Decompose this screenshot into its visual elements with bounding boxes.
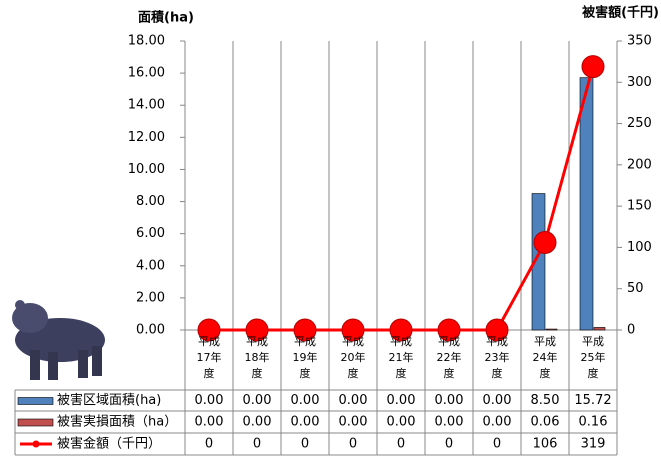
table-cell: 0: [205, 437, 213, 452]
x-tick-label: 平成23年度: [484, 335, 510, 380]
line-marker: [293, 318, 317, 342]
y2-tick-label: 150: [627, 199, 652, 214]
table-cell: 0: [445, 437, 453, 452]
table-cell: 0.00: [483, 393, 512, 408]
y2-tick-label: 100: [627, 240, 652, 255]
table-cell: 0.00: [339, 393, 368, 408]
y2-axis-title: 被害額(千円): [581, 5, 659, 21]
x-tick-label: 平成22年度: [436, 335, 462, 380]
legend-swatch: [32, 440, 40, 448]
x-tick-label: 平成19年度: [292, 335, 318, 380]
y-tick-label: 4.00: [136, 258, 165, 273]
table-cell: 0.00: [483, 415, 512, 430]
bar: [531, 193, 546, 331]
bar: [579, 77, 594, 331]
line-marker: [245, 318, 269, 342]
bar: [593, 327, 606, 331]
x-tick-label: 平成17年度: [196, 335, 222, 380]
y-tick-label: 12.00: [128, 130, 165, 145]
line-marker: [533, 230, 557, 254]
table-cell: 0: [253, 437, 261, 452]
legend-label: 被害実損面積（ha）: [57, 414, 177, 430]
y-tick-label: 8.00: [136, 194, 165, 209]
y-axis-title: 面積(ha): [138, 10, 194, 26]
y2-tick-label: 200: [627, 157, 652, 172]
line-marker: [581, 55, 605, 79]
y2-tick-label: 50: [627, 281, 644, 296]
table-cell: 0: [301, 437, 309, 452]
table-cell: 0.00: [435, 415, 464, 430]
y2-tick-label: 250: [627, 116, 652, 131]
x-tick-label: 平成18年度: [244, 335, 270, 380]
table-cell: 0.00: [387, 393, 416, 408]
line-marker: [485, 318, 509, 342]
x-tick-label: 平成20年度: [340, 335, 366, 380]
y2-tick-label: 0: [627, 323, 635, 338]
y-tick-label: 16.00: [128, 66, 165, 81]
table-cell: 0.00: [291, 415, 320, 430]
legend-label: 被害金額（千円）: [57, 436, 161, 452]
y-tick-label: 18.00: [128, 34, 165, 49]
line-marker: [437, 318, 461, 342]
line-marker: [341, 318, 365, 342]
y2-tick-label: 350: [627, 34, 652, 49]
table-cell: 8.50: [531, 393, 560, 408]
table-cell: 0.00: [339, 415, 368, 430]
table-cell: 0: [349, 437, 357, 452]
table-cell: 0.06: [531, 415, 560, 430]
y2-tick-label: 300: [627, 75, 652, 90]
x-tick-label: 平成21年度: [388, 335, 414, 380]
table-cell: 106: [533, 437, 558, 452]
y-tick-label: 10.00: [128, 162, 165, 177]
y-tick-label: 0.00: [136, 323, 165, 338]
table-cell: 0: [493, 437, 501, 452]
x-tick-label: 平成24年度: [532, 335, 558, 380]
x-tick-label: 平成25年度: [580, 335, 606, 380]
table-cell: 0.00: [243, 393, 272, 408]
y-tick-label: 6.00: [136, 226, 165, 241]
table-cell: 0: [397, 437, 405, 452]
table-cell: 319: [581, 437, 606, 452]
table-cell: 0.00: [195, 415, 224, 430]
table-cell: 15.72: [574, 393, 611, 408]
table-cell: 0.00: [435, 393, 464, 408]
table-cell: 0.00: [387, 415, 416, 430]
table-cell: 0.16: [579, 415, 608, 430]
bear-illustration: [12, 300, 105, 380]
y-tick-label: 2.00: [136, 290, 165, 305]
line-marker: [389, 318, 413, 342]
legend-swatch: [17, 397, 54, 405]
bar: [545, 328, 558, 331]
table-cell: 0.00: [195, 393, 224, 408]
table-cell: 0.00: [291, 393, 320, 408]
legend-swatch: [17, 418, 54, 427]
table-cell: 0.00: [243, 415, 272, 430]
legend-label: 被害区域面積(ha): [57, 392, 161, 408]
y-tick-label: 14.00: [128, 98, 165, 113]
line-marker: [197, 318, 221, 342]
